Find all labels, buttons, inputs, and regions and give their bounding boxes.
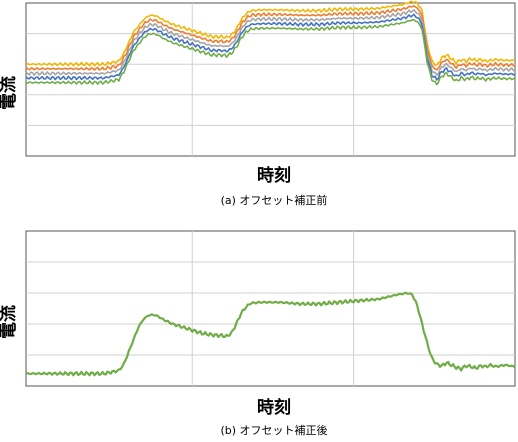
plot-area-b — [25, 230, 516, 387]
caption-b: (b) オフセット補正後 — [220, 423, 327, 437]
gridlines-a — [26, 3, 515, 156]
panel-a: 電流 時刻 (a) オフセット補正前 — [0, 0, 516, 207]
series-line-b-0 — [25, 291, 516, 377]
series-lines-a — [25, 0, 516, 86]
caption-a: (a) オフセット補正前 — [221, 193, 328, 207]
series-lines-b — [25, 291, 516, 377]
x-axis-label-b: 時刻 — [257, 397, 291, 418]
series-line-a-3 — [25, 13, 516, 81]
gridlines-b — [26, 231, 515, 386]
series-line-a-0 — [25, 0, 516, 67]
series-line-a-2 — [25, 8, 516, 76]
panel-b: 電流 時刻 (b) オフセット補正後 — [0, 230, 516, 437]
y-axis-label-b: 電流 — [0, 305, 19, 339]
plot-area-a — [25, 2, 516, 157]
series-line-a-4 — [25, 18, 516, 86]
series-line-a-1 — [25, 5, 516, 71]
x-axis-label-a: 時刻 — [257, 165, 291, 186]
y-axis-label-a: 電流 — [0, 76, 19, 110]
